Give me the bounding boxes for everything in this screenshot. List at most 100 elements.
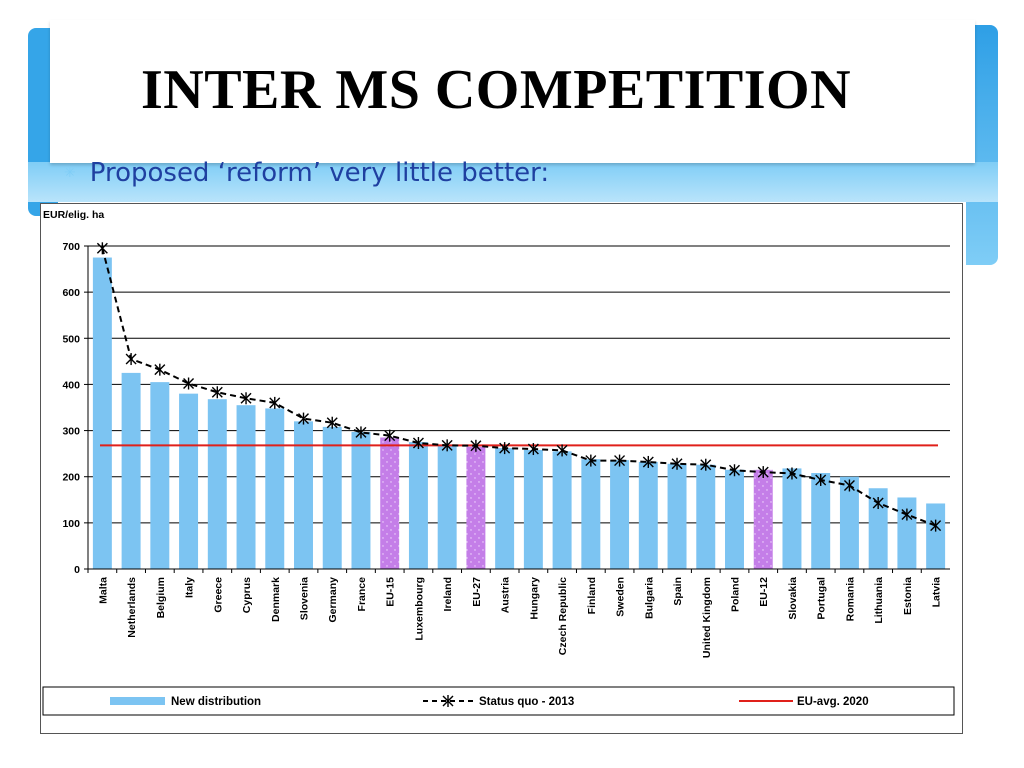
slide-title: INTER MS COMPETITION [140,59,852,121]
x-tick-label: Ireland [442,577,454,611]
x-tick-label: Slovakia [787,577,799,620]
bar [322,426,342,569]
status-quo-marker [441,439,453,452]
x-tick-label: Belgium [155,577,167,618]
title-panel [50,20,975,163]
y-tick-label: 400 [62,379,80,391]
status-quo-marker [269,396,281,409]
legend-label-status-quo: Status quo - 2013 [479,696,574,708]
status-quo-marker [614,454,626,467]
x-tick-label: Austria [500,577,512,613]
bar-highlighted [380,437,400,569]
x-tick-label: United Kingdom [701,577,713,658]
bullet-text: Proposed ‘reform’ very little better: [89,158,550,188]
y-tick-label: 500 [62,333,80,345]
x-tick-label: Spain [672,577,684,606]
x-tick-label: Bulgaria [643,577,655,619]
y-tick-label: 200 [62,472,80,484]
x-tick-label: Denmark [270,577,282,622]
bar [495,448,515,569]
bar [839,476,859,569]
bar [868,488,888,569]
y-tick-label: 600 [62,287,80,299]
status-quo-marker [240,392,252,405]
status-quo-line [101,248,936,527]
status-quo-marker [901,508,913,521]
status-quo-marker [815,473,827,486]
chart-frame: EUR/elig. ha 0 100 200 300 400 500 600 700 Malta N… [40,203,963,734]
status-quo-marker [556,444,568,457]
legend-label-eu-avg: EU-avg. 2020 [797,696,869,708]
bar [610,460,630,569]
status-quo-marker [326,416,338,429]
x-tick-label: Netherlands [126,577,138,638]
status-quo-marker [527,443,539,456]
bar [581,459,601,569]
bar [179,393,199,569]
x-tick-label: Czech Republic [557,577,569,655]
bar [150,382,170,569]
legend-box [42,686,955,716]
status-quo-marker [786,467,798,480]
bar-highlighted [753,469,773,569]
y-tick-label: 0 [74,564,80,576]
status-quo-marker [412,437,424,450]
bar [667,463,687,569]
status-quo-marker [700,458,712,471]
status-quo-marker [470,439,482,452]
legend-marker-status-quo [442,695,454,707]
bar [92,257,112,569]
status-quo-marker [499,442,511,455]
x-tick-label: EU-12 [758,577,770,607]
bar [897,497,917,569]
bar-chart: EUR/elig. ha 0 100 200 300 400 500 600 700 Malta N… [42,209,955,716]
bullet-star-icon: ✳ [64,165,76,181]
x-tick-label: Latvia [931,577,943,608]
bar [437,445,457,569]
x-tick-label: Italy [184,577,196,598]
y-tick-label: 100 [62,518,80,530]
bar [725,469,744,569]
status-quo-marker [585,454,597,467]
x-tick-label: Germany [327,577,339,623]
status-quo-marker [729,464,740,477]
status-quo-marker [355,426,367,439]
x-tick-label: EU-27 [471,577,483,607]
bar [265,408,285,569]
status-quo-marker [154,363,166,376]
status-quo-marker [211,386,223,399]
x-tick-label: Slovenia [299,577,311,620]
bar [294,421,313,569]
bar [351,431,371,569]
x-tick-label: Finland [586,577,598,614]
bar [236,405,256,569]
status-quo-marker [671,457,683,470]
status-quo-marker [183,377,195,390]
x-tick-label: Hungary [528,577,540,620]
status-quo-marker [843,479,855,492]
bar [782,468,802,569]
bar-highlighted [466,446,486,569]
y-axis-label: EUR/elig. ha [43,209,104,221]
status-quo-marker [757,466,769,479]
x-tick-label: Luxembourg [413,577,425,641]
bar [811,473,831,569]
x-tick-label: Lithuania [873,577,885,624]
x-tick-label: Poland [730,577,742,612]
slide-band [28,162,998,202]
status-quo-marker [384,429,396,442]
status-quo-marker [96,242,108,255]
bar [207,399,227,569]
bar [121,372,141,569]
status-quo-marker [642,455,654,468]
bar [408,442,428,569]
x-tick-label: Greece [212,577,224,613]
legend-swatch-bar [110,697,165,705]
x-tick-label: Romania [844,577,856,622]
bar [696,464,716,569]
x-tick-label: EU-15 [385,577,397,607]
status-quo-marker [298,412,309,425]
x-tick-label: Portugal [816,577,828,620]
bullet-item: ✳ Proposed ‘reform’ very little better: [64,158,549,188]
x-tick-label: France [356,577,368,612]
